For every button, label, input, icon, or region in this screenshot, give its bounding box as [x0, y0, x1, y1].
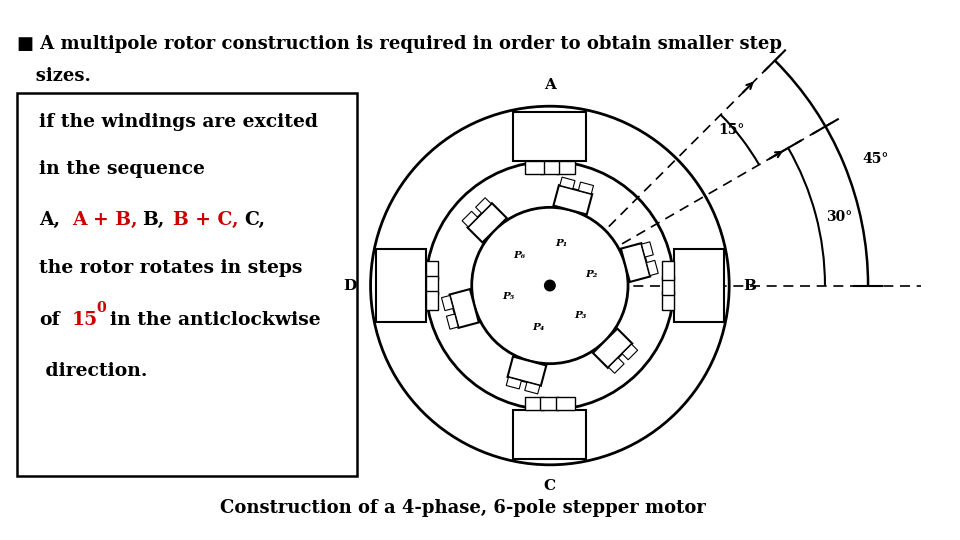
Polygon shape [560, 177, 575, 189]
Text: C,: C, [244, 211, 265, 229]
Text: P₆: P₆ [514, 251, 526, 260]
Polygon shape [661, 276, 674, 295]
Text: A: A [544, 78, 556, 92]
Polygon shape [622, 344, 637, 360]
Text: P₃: P₃ [574, 312, 587, 320]
Text: 15°: 15° [718, 123, 745, 137]
Text: Construction of a 4-phase, 6-pole stepper motor: Construction of a 4-phase, 6-pole steppe… [220, 498, 706, 517]
Text: P₄: P₄ [533, 322, 545, 332]
Text: in the sequence: in the sequence [39, 160, 205, 178]
Text: 45°: 45° [863, 152, 889, 166]
Text: P₂: P₂ [586, 270, 597, 279]
Polygon shape [425, 261, 438, 280]
Polygon shape [376, 249, 425, 322]
Text: if the windings are excited: if the windings are excited [39, 112, 318, 131]
Polygon shape [661, 291, 674, 310]
Polygon shape [609, 357, 624, 373]
Polygon shape [556, 161, 575, 174]
Polygon shape [661, 261, 674, 280]
Polygon shape [641, 242, 654, 257]
Polygon shape [525, 382, 540, 394]
Polygon shape [449, 289, 479, 328]
Text: in the anticlockwise: in the anticlockwise [110, 311, 321, 329]
Polygon shape [554, 185, 592, 214]
Polygon shape [506, 377, 521, 389]
Polygon shape [556, 397, 575, 410]
Polygon shape [540, 397, 560, 410]
Text: P₁: P₁ [555, 240, 567, 248]
Text: B,: B, [142, 211, 164, 229]
Polygon shape [425, 291, 438, 310]
Polygon shape [525, 397, 544, 410]
Text: P₅: P₅ [502, 292, 515, 301]
Polygon shape [525, 161, 544, 174]
Circle shape [471, 207, 628, 363]
Polygon shape [674, 249, 724, 322]
Polygon shape [425, 276, 438, 295]
Text: C: C [543, 479, 556, 493]
Polygon shape [578, 182, 593, 194]
Text: B + C,: B + C, [173, 211, 239, 229]
Polygon shape [593, 329, 633, 368]
Text: ■ A multipole rotor construction is required in order to obtain smaller step: ■ A multipole rotor construction is requ… [17, 35, 782, 53]
Polygon shape [514, 410, 587, 460]
Text: A + B,: A + B, [72, 211, 137, 229]
Polygon shape [646, 260, 659, 275]
Text: sizes.: sizes. [17, 67, 91, 85]
Polygon shape [442, 295, 453, 310]
Polygon shape [508, 356, 546, 386]
Text: B: B [744, 279, 756, 293]
Polygon shape [446, 314, 458, 329]
Polygon shape [621, 243, 650, 282]
Polygon shape [462, 211, 478, 227]
Polygon shape [540, 161, 560, 174]
Text: 15: 15 [72, 311, 98, 329]
Text: A,: A, [39, 211, 60, 229]
Polygon shape [514, 112, 587, 161]
Text: the rotor rotates in steps: the rotor rotates in steps [39, 259, 302, 277]
FancyBboxPatch shape [17, 93, 357, 476]
Polygon shape [475, 198, 492, 213]
Text: direction.: direction. [39, 362, 148, 380]
Text: D: D [343, 279, 356, 293]
Polygon shape [468, 203, 507, 242]
Text: 30°: 30° [827, 210, 852, 224]
Circle shape [544, 280, 555, 291]
Text: of: of [39, 311, 60, 329]
Text: 0: 0 [97, 301, 107, 315]
